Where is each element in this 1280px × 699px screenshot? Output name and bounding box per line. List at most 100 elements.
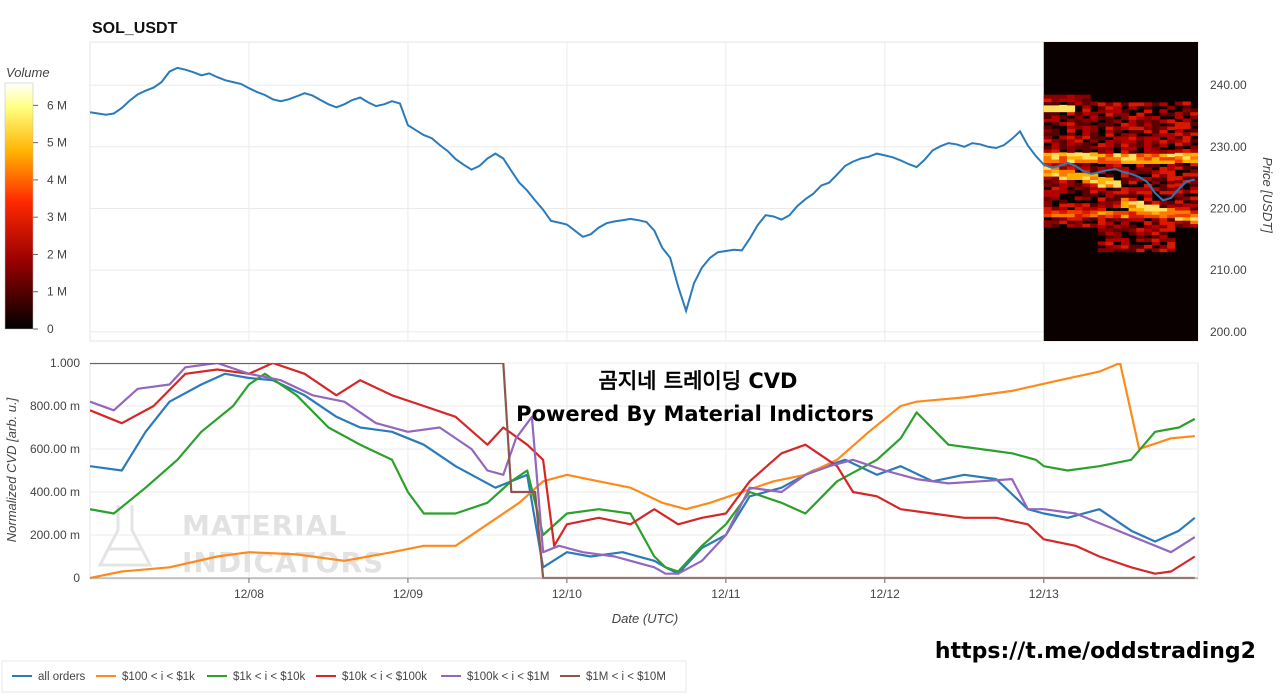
heatmap-cell xyxy=(1151,217,1160,222)
heatmap-cell xyxy=(1105,149,1114,154)
legend-item[interactable]: $10k < i < $100k xyxy=(316,671,427,683)
heatmap-cell xyxy=(1167,221,1176,225)
heatmap-cell xyxy=(1097,136,1106,141)
heatmap-cell xyxy=(1051,220,1060,225)
heatmap-cell xyxy=(1105,248,1114,253)
heatmap-cell xyxy=(1051,148,1060,153)
heatmap-cell xyxy=(1090,145,1099,150)
heatmap-cell xyxy=(1120,221,1130,225)
heatmap-cell xyxy=(1043,162,1053,167)
heatmap-cell xyxy=(1151,122,1160,127)
heatmap-cell xyxy=(1043,165,1053,170)
heatmap-cell xyxy=(1167,180,1176,185)
heatmap-cell xyxy=(1097,241,1106,246)
heatmap-cell xyxy=(1051,101,1060,106)
heatmap-cell xyxy=(1182,111,1191,116)
heatmap-cell xyxy=(1105,217,1114,222)
heatmap-cell xyxy=(1082,165,1091,170)
heatmap-cell xyxy=(1074,94,1083,99)
heatmap-cell xyxy=(1105,139,1114,144)
heatmap-cell xyxy=(1136,217,1145,222)
heatmap-cell xyxy=(1174,189,1184,194)
heatmap-cell xyxy=(1043,145,1053,150)
legend-label: $10k < i < $100k xyxy=(342,671,427,683)
heatmap-cell xyxy=(1182,148,1191,153)
legend-item[interactable]: $100 < i < $1k xyxy=(96,671,195,683)
cvd-line-tier_10k_100k xyxy=(90,363,1196,575)
heatmap-cell xyxy=(1043,108,1053,113)
heatmap-cell xyxy=(1144,153,1153,158)
heatmap-cell xyxy=(1082,159,1091,164)
heatmap-cell xyxy=(1120,187,1130,192)
heatmap-cell xyxy=(1113,210,1122,215)
heatmap-cell xyxy=(1120,180,1130,185)
heatmap-cell xyxy=(1190,206,1198,211)
heatmap-cell xyxy=(1128,244,1137,249)
heatmap-cell xyxy=(1066,203,1076,208)
heatmap-cell xyxy=(1082,104,1091,109)
heatmap-cell xyxy=(1113,187,1122,192)
heatmap-cell xyxy=(1051,193,1060,197)
heatmap-cell xyxy=(1182,118,1191,123)
x-tick-label: 12/11 xyxy=(711,587,740,601)
heatmap-cell xyxy=(1151,177,1160,181)
heatmap-cell xyxy=(1097,231,1106,236)
heatmap-cell xyxy=(1182,223,1191,228)
heatmap-cell xyxy=(1190,128,1198,133)
heatmap-cell xyxy=(1120,173,1130,178)
heatmap-cell xyxy=(1105,146,1114,151)
heatmap-cell xyxy=(1097,109,1106,114)
heatmap-cell xyxy=(1120,190,1130,195)
heatmap-cell xyxy=(1051,118,1060,123)
colorbar-tick-label: 1 M xyxy=(47,285,67,299)
heatmap-cell xyxy=(1059,104,1068,109)
heatmap-cell xyxy=(1105,224,1114,229)
heatmap-cell xyxy=(1182,203,1191,208)
heatmap-cell xyxy=(1074,98,1083,102)
heatmap-cell xyxy=(1120,241,1130,246)
legend-item[interactable]: $100k < i < $1M xyxy=(441,671,549,683)
heatmap-cell xyxy=(1167,187,1176,192)
heatmap-cell xyxy=(1059,121,1068,126)
heatmap-cell xyxy=(1136,156,1145,161)
heatmap-cell xyxy=(1105,163,1114,168)
heatmap-cell xyxy=(1120,153,1130,158)
legend-item[interactable]: all orders xyxy=(12,671,86,683)
heatmap-cell xyxy=(1151,224,1160,229)
heatmap-cell xyxy=(1051,223,1060,228)
heatmap-cell xyxy=(1167,207,1176,212)
heatmap-cell xyxy=(1105,129,1114,134)
heatmap-cell xyxy=(1113,112,1122,117)
heatmap-cell xyxy=(1105,234,1114,239)
colorbar-tick-label: 4 M xyxy=(47,173,67,187)
legend-item[interactable]: $1M < i < $10M xyxy=(560,671,666,683)
legend-label: all orders xyxy=(38,671,86,683)
colorbar-tick-label: 6 M xyxy=(47,98,67,112)
heatmap-cell xyxy=(1136,129,1145,134)
telegram-link[interactable]: https://t.me/oddstrading2 xyxy=(935,639,1256,664)
heatmap-cell xyxy=(1190,159,1198,164)
heatmap-cell xyxy=(1167,217,1176,222)
heatmap-cell xyxy=(1167,139,1176,144)
heatmap-cell xyxy=(1113,119,1122,124)
heatmap-cell xyxy=(1174,165,1184,170)
legend-item[interactable]: $1k < i < $10k xyxy=(207,671,305,683)
heatmap-cell xyxy=(1182,132,1191,136)
cvd-tick-label: 800.00 m xyxy=(30,399,80,413)
heatmap-cell xyxy=(1066,101,1076,106)
heatmap-cell xyxy=(1097,200,1106,205)
price-plot-area xyxy=(89,41,1199,342)
heatmap-cell xyxy=(1174,148,1184,153)
heatmap-cell xyxy=(1066,125,1076,130)
heatmap-cell xyxy=(1105,238,1114,242)
heatmap-cell xyxy=(1113,153,1122,158)
heatmap-cell xyxy=(1105,241,1114,246)
cvd-tick-label: 1.000 xyxy=(50,356,80,370)
heatmap-cell xyxy=(1120,139,1130,144)
heatmap-cell xyxy=(1043,98,1053,102)
heatmap-cell xyxy=(1051,176,1060,180)
heatmap-cell xyxy=(1167,200,1176,205)
heatmap-cell xyxy=(1144,115,1153,120)
heatmap-cell xyxy=(1128,173,1137,178)
legend-label: $100 < i < $1k xyxy=(122,671,195,683)
